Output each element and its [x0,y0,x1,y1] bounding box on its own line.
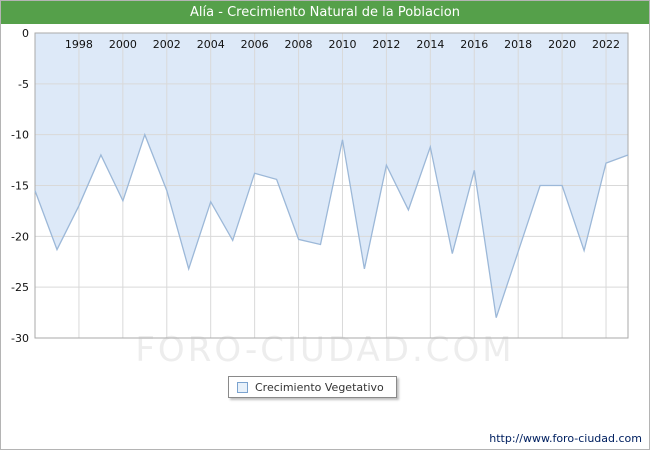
plot-border [34,32,629,339]
x-tick-label: 2016 [460,38,488,51]
x-tick-label: 2006 [241,38,269,51]
y-tick-label: 0 [22,27,29,40]
x-tick-label: 2008 [285,38,313,51]
legend-box: Crecimiento Vegetativo [228,376,397,398]
y-tick-label: -5 [18,78,29,91]
x-tick-label: 1998 [65,38,93,51]
y-tick-label: -30 [11,332,29,345]
y-tick-label: -15 [11,180,29,193]
x-tick-label: 2000 [109,38,137,51]
x-tick-label: 2002 [153,38,181,51]
legend-label: Crecimiento Vegetativo [255,380,384,394]
y-tick-label: -10 [11,129,29,142]
x-tick-label: 2004 [197,38,225,51]
x-tick-label: 2020 [548,38,576,51]
x-tick-label: 2018 [504,38,532,51]
footer-url-link[interactable]: http://www.foro-ciudad.com [489,432,642,445]
x-tick-label: 2012 [372,38,400,51]
area-fill [35,33,628,318]
watermark: FORO-CIUDAD.COM [135,330,515,370]
data-line [34,132,629,318]
y-tick-label: -25 [11,281,29,294]
x-tick-label: 2022 [592,38,620,51]
chart-title: Alía - Crecimiento Natural de la Poblaci… [1,1,649,24]
legend-swatch-icon [237,381,248,393]
x-tick-label: 2010 [328,38,356,51]
y-tick-label: -20 [11,230,29,243]
x-tick-label: 2014 [416,38,444,51]
